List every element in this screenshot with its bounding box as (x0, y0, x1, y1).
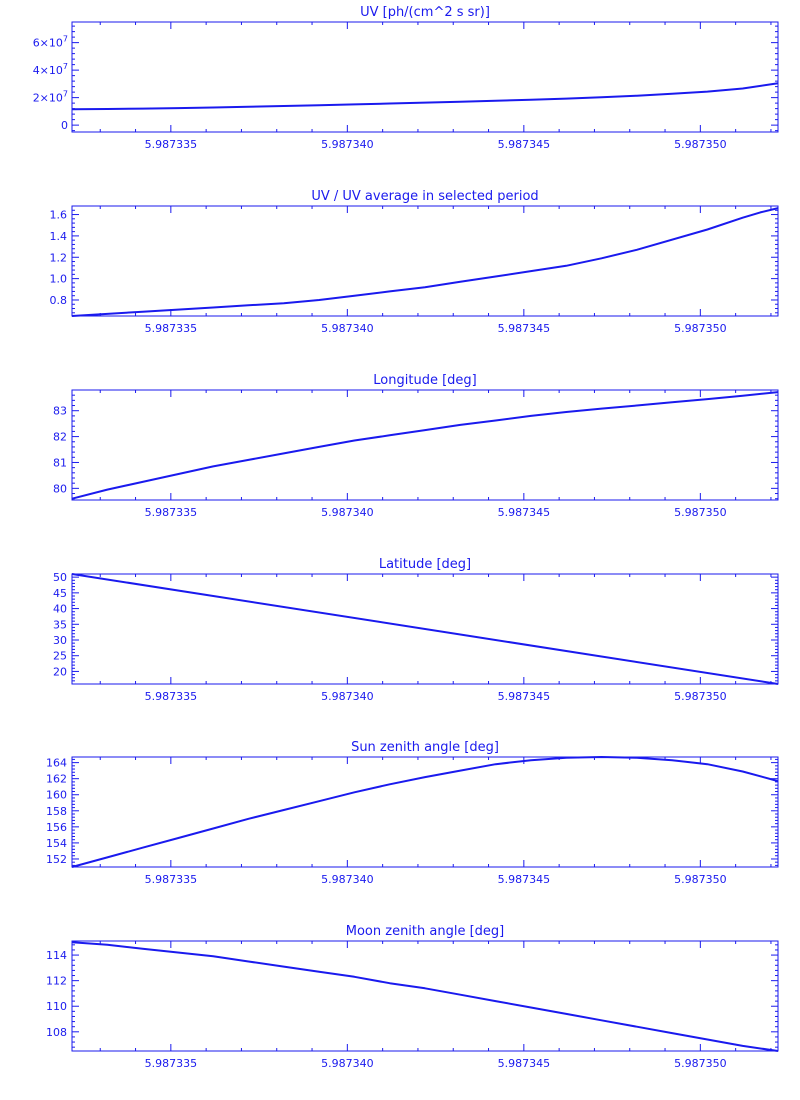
y-tick-label: 154 (46, 837, 67, 850)
y-tick-label: 1.4 (50, 230, 68, 243)
x-tick-label: 5.987335 (145, 873, 198, 886)
y-tick-label: 108 (46, 1026, 67, 1039)
y-tick-label: 45 (53, 587, 67, 600)
y-tick-label: 40 (53, 603, 67, 616)
x-tick-label: 5.987350 (674, 506, 727, 519)
x-tick-label: 5.987350 (674, 138, 727, 151)
y-tick-label: 30 (53, 634, 67, 647)
x-tick-label: 5.987335 (145, 1057, 198, 1070)
plot-frame (71, 940, 779, 1052)
chart-title: UV / UV average in selected period (311, 189, 538, 204)
y-tick-exponent: 7 (63, 62, 68, 71)
uv-ratio-panel: UV / UV average in selected period 5.9873… (50, 189, 779, 335)
x-tick-label: 5.987340 (321, 506, 374, 519)
x-tick-label: 5.987340 (321, 138, 374, 151)
y-tick-label: 158 (46, 805, 67, 818)
y-tick-label: 83 (53, 405, 67, 418)
y-tick-mantissa: 0 (61, 119, 68, 132)
x-tick-label: 5.987340 (321, 322, 374, 335)
latitude-panel: Latitude [deg] 5.987335 5.987340 5.987345 5.… (53, 557, 779, 703)
plot-frame (71, 756, 779, 868)
x-tick-label: 5.987335 (145, 138, 198, 151)
x-tick-label: 5.987345 (498, 690, 551, 703)
y-tick-exponent: 7 (63, 35, 68, 44)
data-series-line (71, 573, 779, 685)
y-tick-label: 160 (46, 789, 67, 802)
y-tick-label: 50 (53, 571, 67, 584)
sun-zenith-panel: Sun zenith angle [deg] 5.987335 5.987340 5.… (46, 740, 779, 886)
x-tick-label: 5.987350 (674, 322, 727, 335)
y-tick-label: 0.8 (50, 294, 68, 307)
y-tick-label: 1.6 (50, 209, 68, 222)
y-tick-mantissa: 6×10 (33, 37, 63, 50)
y-tick-exponent: 7 (63, 90, 68, 99)
longitude-panel: Longitude [deg] 5.987335 5.987340 5.987345 5… (53, 373, 779, 519)
moon-zenith-panel: Moon zenith angle [deg] 5.987335 5.987340 5… (46, 924, 779, 1070)
plot-frame (71, 205, 779, 317)
y-tick-label: 156 (46, 821, 67, 834)
y-tick-label: 2×107 (33, 90, 68, 105)
y-tick-mantissa: 4×10 (33, 64, 63, 77)
y-tick-label: 1.0 (50, 273, 68, 286)
data-series-line (71, 207, 779, 317)
chart-title: Sun zenith angle [deg] (351, 740, 499, 755)
x-tick-label: 5.987335 (145, 690, 198, 703)
y-tick-label: 80 (53, 482, 67, 495)
y-tick-label: 20 (53, 665, 67, 678)
data-series-line (71, 82, 779, 111)
y-tick-label: 82 (53, 431, 67, 444)
chart-title: Longitude [deg] (373, 373, 476, 388)
x-tick-label: 5.987345 (498, 322, 551, 335)
x-tick-label: 5.987345 (498, 506, 551, 519)
y-tick-label: 112 (46, 975, 67, 988)
x-tick-label: 5.987340 (321, 690, 374, 703)
y-tick-mantissa: 2×10 (33, 92, 63, 105)
y-tick-label: 162 (46, 773, 67, 786)
y-tick-label: 35 (53, 618, 67, 631)
x-tick-label: 5.987350 (674, 690, 727, 703)
x-tick-label: 5.987350 (674, 873, 727, 886)
x-tick-label: 5.987340 (321, 873, 374, 886)
chart-title: Latitude [deg] (379, 557, 471, 572)
x-tick-label: 5.987345 (498, 873, 551, 886)
y-tick-label: 164 (46, 757, 67, 770)
x-tick-label: 5.987345 (498, 138, 551, 151)
y-tick-label: 81 (53, 456, 67, 469)
x-tick-label: 5.987345 (498, 1057, 551, 1070)
y-tick-label: 114 (46, 949, 67, 962)
y-tick-label: 0 (61, 119, 68, 132)
plot-frame (71, 389, 779, 501)
x-tick-label: 5.987335 (145, 506, 198, 519)
x-tick-label: 5.987350 (674, 1057, 727, 1070)
x-tick-label: 5.987340 (321, 1057, 374, 1070)
y-tick-label: 152 (46, 853, 67, 866)
data-series-line (71, 391, 779, 500)
x-tick-label: 5.987335 (145, 322, 198, 335)
y-tick-label: 4×107 (33, 62, 68, 77)
chart-title: Moon zenith angle [deg] (346, 924, 504, 939)
y-tick-label: 6×107 (33, 35, 68, 50)
chart-title: UV [ph/(cm^2 s sr)] (360, 5, 490, 20)
data-series-line (71, 941, 779, 1052)
y-tick-label: 1.2 (50, 251, 68, 264)
uv-panel: UV [ph/(cm^2 s sr)] 5.987335 5.987340 5.987… (33, 5, 779, 151)
y-tick-label: 110 (46, 1000, 67, 1013)
y-tick-label: 25 (53, 650, 67, 663)
plot-frame (71, 21, 779, 133)
plot-frame (71, 573, 779, 685)
data-series-line (71, 756, 779, 868)
